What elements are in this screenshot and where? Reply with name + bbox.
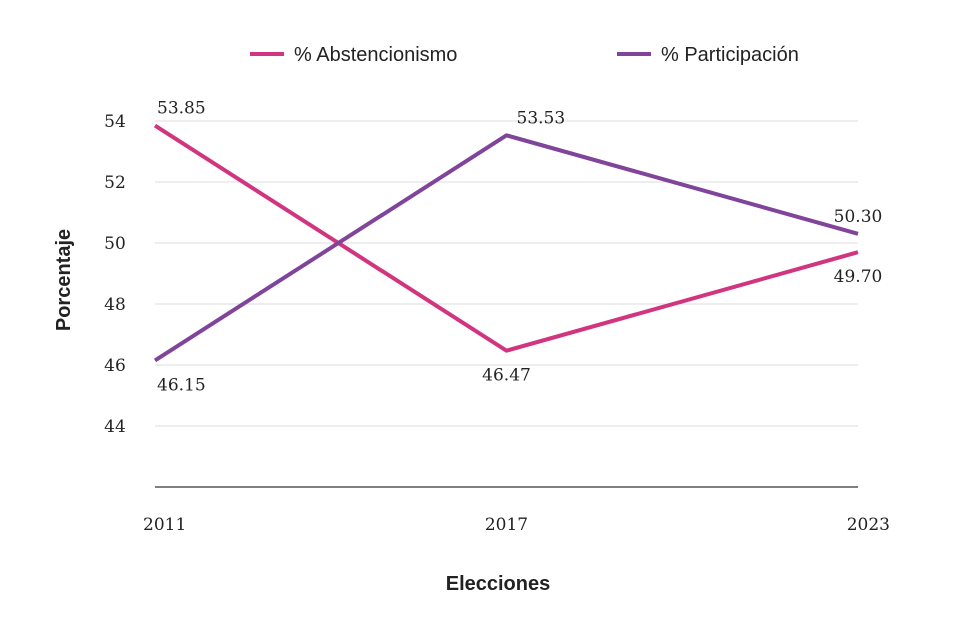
- y-tick-label: 48: [104, 295, 126, 315]
- series-line-abstencionismo: [153, 123, 859, 353]
- x-tick-label: 2011: [143, 515, 186, 535]
- data-label: 53.85: [157, 99, 206, 119]
- y-tick-label: 52: [104, 173, 126, 193]
- x-tick-label: 2017: [485, 515, 528, 535]
- y-tick-label: 54: [104, 112, 126, 132]
- series-line-participacion: [153, 133, 859, 363]
- data-label: 49.70: [834, 267, 883, 287]
- y-tick-label: 50: [104, 234, 126, 254]
- x-axis-title: Elecciones: [446, 573, 551, 595]
- data-label: 46.15: [157, 375, 206, 395]
- y-tick-label: 46: [104, 356, 126, 376]
- y-axis-title: Porcentaje: [53, 229, 75, 331]
- legend-label: % Participación: [661, 44, 799, 66]
- x-tick-label: 2023: [847, 515, 890, 535]
- data-label: 50.30: [834, 207, 883, 227]
- data-label: 53.53: [517, 108, 566, 128]
- legend-label: % Abstencionismo: [294, 44, 457, 66]
- data-label: 46.47: [482, 366, 531, 386]
- y-tick-label: 44: [104, 417, 126, 437]
